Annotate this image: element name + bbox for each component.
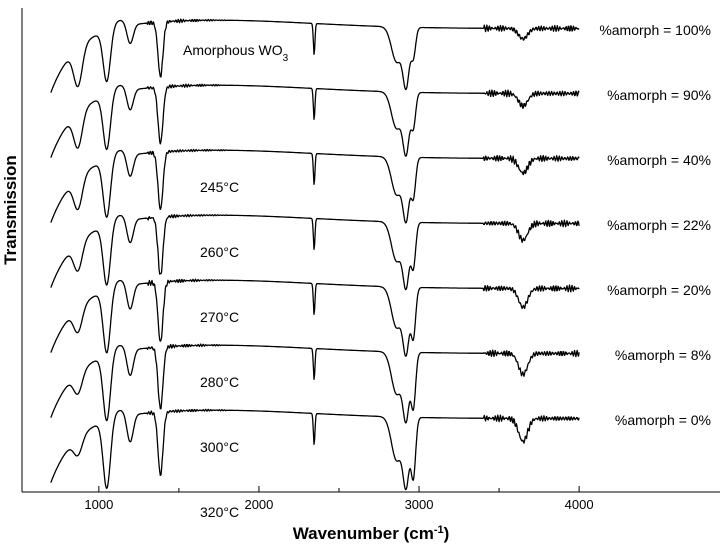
temp-label-2: 260°C [200, 244, 239, 260]
series-labels: %amorph = 100% Amorphous WO3 %amorph = 90%… [183, 22, 711, 520]
amorph-label-6: %amorph = 0% [615, 412, 711, 428]
spectra-group [50, 18, 580, 491]
x-tick-label: 3000 [405, 497, 434, 512]
amorph-label-0: %amorph = 100% [599, 22, 711, 38]
spectrum-line-6 [50, 408, 580, 491]
axes: 1000 2000 3000 4000 [21, 8, 720, 512]
temp-label-5: 300°C [200, 439, 239, 455]
axis-titles: Wavenumber (cm-1) Transmission [1, 155, 449, 543]
temp-label-4: 280°C [200, 374, 239, 390]
spectrum-line-1 [50, 83, 580, 158]
amorph-label-2: %amorph = 40% [607, 152, 711, 168]
x-tick-label: 2000 [244, 497, 273, 512]
x-axis-title: Wavenumber (cm-1) [293, 524, 450, 543]
amorph-label-5: %amorph = 8% [615, 347, 711, 363]
amorph-label-1: %amorph = 90% [607, 87, 711, 103]
amorph-label-4: %amorph = 20% [607, 282, 711, 298]
temp-label-0: Amorphous WO3 [183, 42, 289, 64]
amorph-label-3: %amorph = 22% [607, 217, 711, 233]
spectrum-line-3 [50, 213, 580, 291]
spectrum-line-5 [50, 343, 580, 424]
temp-label-6: 320°C [200, 504, 239, 520]
temp-label-3: 270°C [200, 309, 239, 325]
temp-label-1: 245°C [200, 179, 239, 195]
x-tick-label: 1000 [84, 497, 113, 512]
spectrum-line-0 [50, 18, 580, 93]
spectrum-line-2 [50, 148, 580, 224]
y-axis-title: Transmission [1, 155, 20, 265]
x-tick-label: 4000 [565, 497, 594, 512]
spectrum-line-4 [50, 278, 580, 357]
